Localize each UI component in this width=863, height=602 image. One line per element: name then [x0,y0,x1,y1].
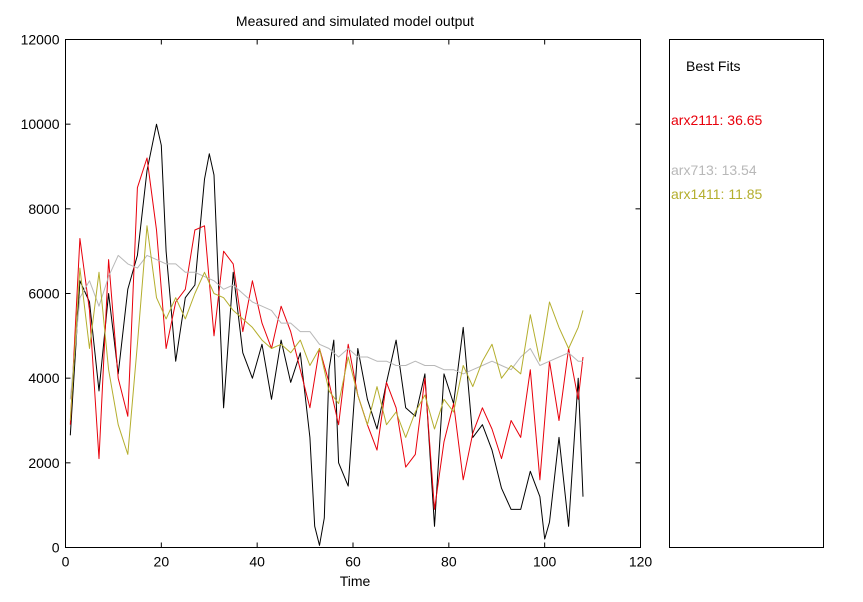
legend-entry-arx713: arx713: 13.54 [671,162,757,178]
y-tick-label: 12000 [21,32,60,48]
legend-entry-arx1411: arx1411: 11.85 [671,186,763,202]
series-lines [69,123,584,546]
series-line-arx713 [69,254,583,400]
x-tick-label: 60 [345,554,361,570]
x-tick-label: 80 [441,554,457,570]
x-axis-label: Time [340,573,371,589]
series-line-measured [69,123,584,546]
chart-title: Measured and simulated model output [236,13,474,29]
x-tick-label: 120 [629,554,653,570]
y-tick-label: 4000 [28,370,59,386]
x-axis-tick-labels: 0 20 40 60 80 100 120 [62,554,653,570]
y-tick-label: 0 [52,540,60,556]
y-tick-label: 8000 [28,201,59,217]
plot-area: 0 20 40 60 80 100 120 0 2000 4000 6000 8000 10000 12… [21,32,653,570]
legend-entries: arx2111: 36.65 arx713: 13.54 arx1411: 11.8… [671,112,763,202]
x-tick-label: 0 [62,554,70,570]
y-tick-label: 10000 [21,116,60,132]
legend-title: Best Fits [686,58,740,74]
y-tick-label: 6000 [28,286,59,302]
x-tick-label: 20 [154,554,170,570]
series-line-arx1411 [69,225,584,455]
y-axis-tick-labels: 0 2000 4000 6000 8000 10000 12000 [21,32,60,556]
legend-entry-arx2111: arx2111: 36.65 [671,112,763,128]
x-tick-label: 100 [533,554,557,570]
x-tick-label: 40 [249,554,265,570]
y-tick-label: 2000 [28,455,59,471]
plot-frame [65,39,641,548]
legend-frame [669,39,824,548]
axis-ticks [65,39,641,548]
series-line-arx2111 [69,157,584,510]
